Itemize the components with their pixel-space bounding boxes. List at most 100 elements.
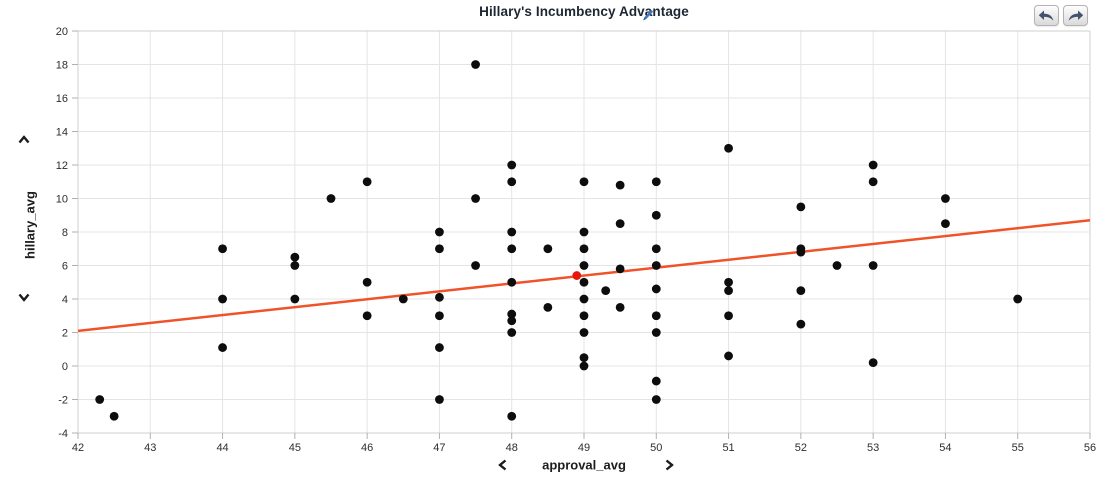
data-point[interactable] <box>579 311 589 321</box>
y-tick-label: 18 <box>56 60 68 72</box>
y-axis-pan-down-button[interactable] <box>16 291 32 304</box>
data-point[interactable] <box>579 177 589 187</box>
data-point[interactable] <box>651 328 661 337</box>
data-point[interactable] <box>579 244 589 254</box>
y-tick-label: -2 <box>58 395 68 407</box>
data-point[interactable] <box>651 261 661 270</box>
data-point[interactable] <box>507 411 517 421</box>
y-tick-label: 2 <box>62 328 68 340</box>
data-point[interactable] <box>615 219 625 229</box>
data-point[interactable] <box>579 261 589 270</box>
data-point[interactable] <box>724 311 733 321</box>
chevron-left-icon <box>498 459 507 471</box>
data-point[interactable] <box>832 261 842 270</box>
data-point[interactable] <box>579 353 589 363</box>
data-point[interactable] <box>218 343 227 352</box>
x-tick-label: 53 <box>867 442 879 454</box>
data-point[interactable] <box>326 194 336 203</box>
data-point[interactable] <box>362 277 372 287</box>
data-point[interactable] <box>362 311 372 321</box>
data-point[interactable] <box>579 294 589 304</box>
data-point[interactable] <box>471 194 480 203</box>
data-point[interactable] <box>579 328 589 337</box>
x-tick-label: 43 <box>144 442 156 454</box>
x-tick-label: 51 <box>722 442 734 454</box>
data-point[interactable] <box>651 244 661 254</box>
x-tick-label: 54 <box>939 442 951 454</box>
data-point[interactable] <box>796 247 806 257</box>
data-point[interactable] <box>507 316 517 326</box>
data-point[interactable] <box>941 194 950 203</box>
data-point[interactable] <box>507 309 517 319</box>
x-axis-pan-left-button[interactable] <box>497 457 510 473</box>
y-tick-label: 4 <box>62 294 68 306</box>
data-point[interactable] <box>507 244 517 254</box>
pencil-icon <box>643 9 654 21</box>
data-point[interactable] <box>724 286 733 296</box>
data-point[interactable] <box>290 252 300 262</box>
data-point[interactable] <box>507 227 517 237</box>
data-point[interactable] <box>651 395 661 404</box>
data-point[interactable] <box>579 227 589 237</box>
data-point[interactable] <box>507 177 517 187</box>
x-tick-label: 45 <box>289 442 301 454</box>
data-point[interactable] <box>868 177 878 187</box>
data-point[interactable] <box>651 311 661 321</box>
x-axis-title[interactable]: approval_avg <box>542 457 626 473</box>
x-axis-pan-right-button[interactable] <box>663 457 676 473</box>
data-point[interactable] <box>651 177 661 187</box>
data-point[interactable] <box>218 294 227 304</box>
data-point[interactable] <box>579 361 589 371</box>
edit-title-pencil-icon[interactable] <box>640 7 654 22</box>
data-point[interactable] <box>435 244 444 254</box>
data-point[interactable] <box>435 227 444 237</box>
redo-button[interactable] <box>1063 5 1088 26</box>
undo-button[interactable] <box>1034 5 1059 26</box>
data-point[interactable] <box>435 395 444 404</box>
data-point[interactable] <box>218 244 227 254</box>
data-point[interactable] <box>95 395 105 404</box>
data-point[interactable] <box>941 219 950 229</box>
data-point[interactable] <box>868 358 878 368</box>
chevron-right-icon <box>665 459 674 471</box>
data-point[interactable] <box>615 180 625 190</box>
data-point[interactable] <box>507 160 517 170</box>
data-point[interactable] <box>507 277 517 287</box>
data-point[interactable] <box>435 292 444 302</box>
data-point[interactable] <box>796 286 806 296</box>
data-point[interactable] <box>579 277 589 287</box>
data-point[interactable] <box>109 411 119 421</box>
data-point[interactable] <box>615 302 625 312</box>
data-point[interactable] <box>362 177 372 187</box>
data-point[interactable] <box>868 160 878 170</box>
data-point[interactable] <box>290 294 300 304</box>
data-point[interactable] <box>543 244 553 254</box>
data-point[interactable] <box>868 261 878 270</box>
data-point[interactable] <box>398 294 408 304</box>
data-point[interactable] <box>796 202 806 212</box>
data-point[interactable] <box>796 319 806 329</box>
data-point[interactable] <box>601 286 611 296</box>
y-axis-pan-up-button[interactable] <box>16 134 32 147</box>
data-point[interactable] <box>471 60 480 69</box>
data-point[interactable] <box>507 328 517 337</box>
data-point[interactable] <box>651 376 661 386</box>
chart-title[interactable]: Hillary's Incumbency Advantage <box>479 4 689 19</box>
data-point[interactable] <box>724 143 733 153</box>
data-point[interactable] <box>471 261 480 270</box>
data-point[interactable] <box>435 343 444 352</box>
data-point[interactable] <box>615 264 625 274</box>
data-point[interactable] <box>1013 294 1023 304</box>
highlighted-data-point[interactable] <box>572 271 582 280</box>
data-point[interactable] <box>435 311 444 321</box>
data-point[interactable] <box>724 277 733 287</box>
y-axis-title[interactable]: hillary_avg <box>22 191 38 259</box>
trend-line[interactable] <box>77 219 1091 333</box>
data-point[interactable] <box>651 210 661 220</box>
data-point[interactable] <box>543 302 553 312</box>
data-point[interactable] <box>724 351 733 361</box>
data-point[interactable] <box>290 261 300 270</box>
data-point[interactable] <box>651 284 661 294</box>
